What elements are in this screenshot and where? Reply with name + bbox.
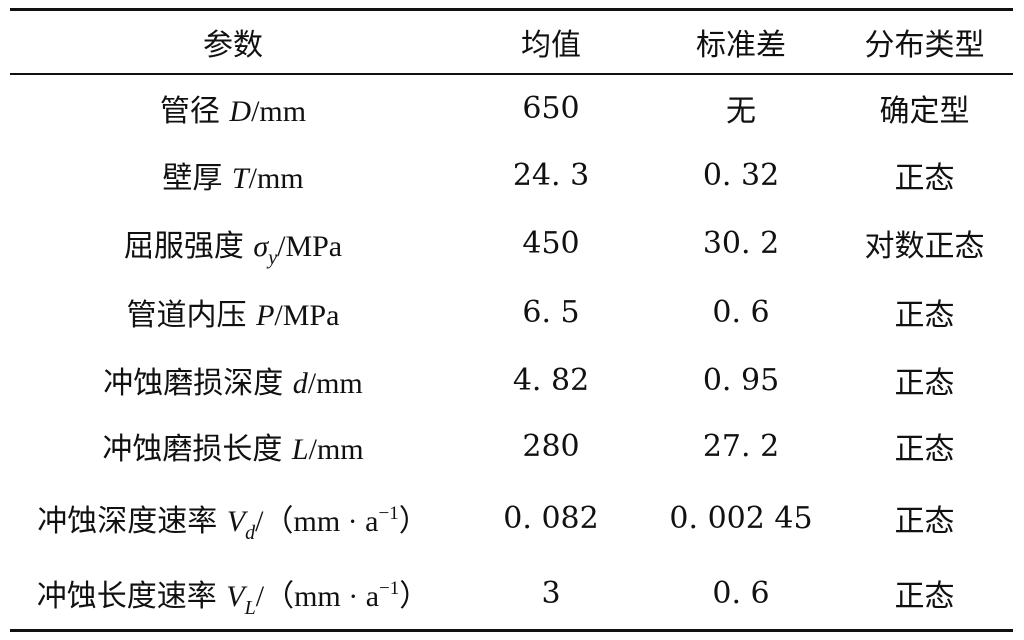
mean-cell: 3 — [541, 575, 561, 611]
parameter-cell: 屈服强度 σy/MPa — [10, 221, 456, 269]
parameter-cell: 管道内压 P/MPa — [10, 290, 456, 334]
parameter-label: 屈服强度 — [123, 229, 244, 264]
parameter-symbol: d — [292, 367, 308, 400]
parameter-unit: /（mm · a — [255, 505, 379, 538]
parameter-unit: /mm — [248, 162, 304, 195]
mean-cell: 280 — [522, 428, 580, 464]
header-distribution: 分布类型 — [864, 28, 985, 63]
mean-cell: 6. 5 — [522, 294, 580, 330]
parameter-cell: 冲蚀长度速率 VL/（mm · a−1） — [10, 571, 456, 619]
parameter-cell: 冲蚀磨损深度 d/mm — [10, 358, 456, 402]
parameter-unit-close: ） — [399, 580, 430, 613]
parameter-unit: /mm — [307, 367, 363, 400]
distribution-cell: 正态 — [894, 298, 955, 333]
parameter-unit: /mm — [251, 95, 307, 128]
mean-cell: 650 — [522, 90, 580, 126]
table-bottom-rule — [10, 629, 1013, 632]
parameter-cell: 管径 D/mm — [10, 86, 456, 130]
std-cell: 无 — [726, 94, 756, 129]
parameter-symbol: P — [256, 299, 275, 332]
parameter-subscript: d — [245, 522, 256, 544]
parameter-label: 冲蚀深度速率 — [37, 504, 218, 539]
std-cell: 0. 6 — [712, 294, 770, 330]
parameter-symbol: T — [231, 162, 249, 195]
std-cell: 0. 95 — [702, 362, 780, 398]
distribution-cell: 正态 — [894, 161, 955, 196]
parameter-unit: /（mm · a — [255, 580, 380, 613]
parameter-label: 管道内压 — [126, 298, 247, 333]
parameter-subscript: y — [268, 247, 278, 269]
header-std: 标准差 — [696, 28, 786, 63]
parameter-superscript: −1 — [379, 578, 400, 599]
table-row: 冲蚀磨损深度 d/mm 4. 82 0. 95 正态 — [10, 347, 1013, 413]
parameter-subscript: L — [244, 597, 256, 619]
parameter-label: 冲蚀长度速率 — [36, 579, 217, 614]
table-row: 屈服强度 σy/MPa 450 30. 2 对数正态 — [10, 209, 1013, 277]
distribution-cell: 对数正态 — [864, 229, 985, 264]
mean-cell: 24. 3 — [512, 157, 590, 193]
header-mean: 均值 — [521, 28, 581, 63]
mean-cell: 0. 082 — [503, 500, 599, 536]
table-header-row: 参数 均值 标准差 分布类型 — [10, 11, 1013, 73]
table-row: 冲蚀长度速率 VL/（mm · a−1） 3 0. 6 正态 — [10, 557, 1013, 629]
parameter-cell: 壁厚 T/mm — [10, 153, 456, 197]
table-header-rule — [10, 73, 1013, 75]
parameter-label: 管径 — [159, 94, 220, 129]
std-cell: 0. 002 45 — [669, 500, 813, 536]
parameter-unit-close: ） — [398, 505, 429, 538]
table-row: 壁厚 T/mm 24. 3 0. 32 正态 — [10, 141, 1013, 209]
parameter-cell: 冲蚀深度速率 Vd/（mm · a−1） — [10, 496, 456, 544]
parameter-symbol: L — [291, 433, 309, 466]
parameter-unit: /MPa — [277, 230, 343, 263]
std-cell: 0. 6 — [712, 575, 770, 611]
mean-cell: 450 — [522, 225, 580, 261]
parameter-label: 冲蚀磨损深度 — [103, 366, 284, 401]
table-row: 管道内压 P/MPa 6. 5 0. 6 正态 — [10, 277, 1013, 347]
parameter-symbol: V — [226, 580, 245, 613]
table-row: 冲蚀磨损长度 L/mm 280 27. 2 正态 — [10, 413, 1013, 479]
header-parameter: 参数 — [203, 28, 263, 63]
parameter-label: 冲蚀磨损长度 — [102, 432, 283, 467]
std-cell: 0. 32 — [702, 157, 780, 193]
std-cell: 30. 2 — [702, 225, 780, 261]
table-row: 冲蚀深度速率 Vd/（mm · a−1） 0. 082 0. 002 45 正态 — [10, 479, 1013, 557]
parameter-symbol: V — [226, 505, 246, 538]
parameter-symbol: D — [229, 95, 252, 128]
distribution-cell: 确定型 — [879, 94, 970, 129]
table-row: 管径 D/mm 650 无 确定型 — [10, 75, 1013, 141]
parameter-superscript: −1 — [378, 503, 399, 524]
parameter-cell: 冲蚀磨损长度 L/mm — [10, 424, 456, 468]
parameter-symbol: σ — [253, 230, 269, 263]
distribution-cell: 正态 — [894, 366, 955, 401]
distribution-cell: 正态 — [894, 579, 955, 614]
parameter-unit: /mm — [308, 433, 364, 466]
table-top-rule — [10, 8, 1013, 11]
parameter-label: 壁厚 — [162, 161, 223, 196]
parameter-unit: /MPa — [274, 299, 340, 332]
std-cell: 27. 2 — [702, 428, 780, 464]
distribution-cell: 正态 — [894, 432, 955, 467]
mean-cell: 4. 82 — [512, 362, 590, 398]
distribution-cell: 正态 — [894, 504, 955, 539]
